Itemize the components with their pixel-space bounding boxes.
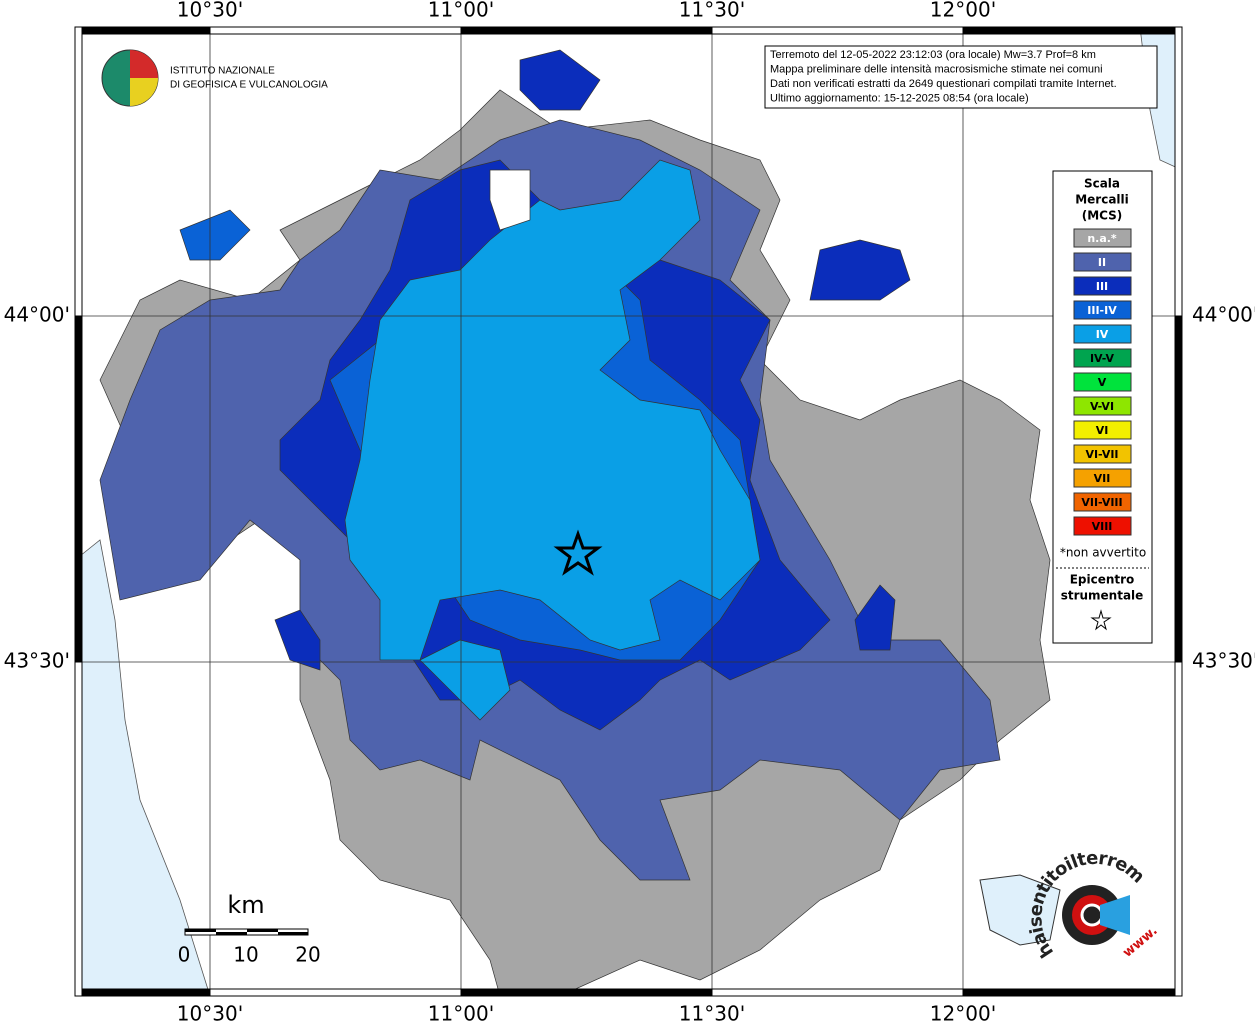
legend-title: (MCS) [1082,209,1123,223]
lon-label: 11°30' [679,1002,745,1024]
frame-band [209,26,462,35]
region-iv [344,159,761,661]
region-iv [419,639,511,721]
region-iii-iv [179,209,251,261]
lon-label: 10°30' [177,0,243,22]
badge-speaker [1100,895,1130,935]
legend-swatch [1073,516,1132,536]
frame-band [711,26,964,35]
region-iii [854,584,896,651]
ingv-logo-part [130,50,158,78]
legend-label: III [1096,280,1108,293]
scale-unit: km [227,891,264,919]
legend-label: IV-V [1090,352,1115,365]
frame-band [74,315,83,663]
legend-label: IV [1096,328,1109,341]
lon-label: 11°00' [428,1002,494,1024]
legend-label: VIII [1092,520,1113,533]
frame-band [460,26,713,35]
lon-label: 11°30' [679,0,745,22]
legend-label: V [1098,376,1107,389]
legend-label: n.a.* [1087,232,1117,245]
legend-swatch [1073,372,1132,392]
badge-island [979,874,1061,946]
legend-label: VI-VII [1085,448,1118,461]
frame-band [74,26,211,35]
scale-label: 10 [233,943,258,967]
lon-label: 12°00' [930,0,996,22]
legend-note: *non avvertito [1060,546,1146,560]
frame-band [1174,315,1183,663]
scale-bar-seg [216,932,247,935]
lat-label: 43°30' [1192,649,1255,673]
lat-label: 43°30' [4,649,70,673]
frame-band [74,661,83,997]
legend-label: VII [1094,472,1111,485]
region-iii [519,49,601,111]
legend-label: VII-VIII [1081,496,1122,509]
scale-bar-seg [247,929,278,932]
frame-band [711,988,964,997]
region-iii [809,239,911,301]
info-line: Ultimo aggiornamento: 15-12-2025 08:54 (… [770,92,1029,104]
legend-epicenter: Epicentro [1070,573,1135,587]
frame-band [74,988,211,997]
frame-band [962,988,1183,997]
legend-swatch [1073,276,1132,296]
info-line: Mappa preliminare delle intensità macros… [770,63,1103,75]
epicenter-star [553,529,603,576]
legend-swatch [1073,444,1132,464]
frame-bands [74,26,1183,997]
legend-title: Scala [1084,177,1120,191]
frame-band [74,26,83,317]
scale-label: 0 [178,943,191,967]
legend-swatch [1073,420,1132,440]
scale-bar-seg [185,929,216,932]
frame-band [1174,661,1183,997]
badge-core [1080,903,1104,927]
legend-star [1090,609,1112,631]
info-box [764,45,1158,109]
lon-label: 10°30' [177,1002,243,1024]
frame-band [1174,26,1183,317]
legend-label: II [1098,256,1106,269]
scale-label: 20 [295,943,320,967]
legend-swatch [1073,324,1132,344]
legend-swatch [1073,348,1132,368]
ingv-logo-part [130,78,158,106]
legend-swatch [1073,228,1132,248]
legend-swatch [1073,396,1132,416]
lon-label: 12°00' [930,1002,996,1024]
legend-label: VI [1096,424,1109,437]
legend-swatch [1073,252,1132,272]
frame-band [962,26,1183,35]
region-iii [274,609,321,671]
graticule [75,27,1182,996]
info-lines: Terremoto del 12-05-2022 23:12:03 (ora l… [770,49,1117,105]
legend-title: Mercalli [1075,193,1129,207]
lat-label: 44°00' [1192,303,1255,327]
legend-label: V-VI [1090,400,1114,413]
logo-text: ISTITUTO NAZIONALE [170,66,275,77]
frame-band [460,988,713,997]
legend: ScalaMercalli(MCS)n.a.*IIIIIIII-IVIVIV-V… [1060,177,1146,603]
frame-band [209,988,462,997]
legend-swatch [1073,468,1132,488]
legend-epicenter: strumentale [1061,589,1144,603]
region-blank [489,169,531,231]
legend-label: III-IV [1087,304,1117,317]
legend-swatch [1073,300,1132,320]
legend-swatch [1073,492,1132,512]
lat-label: 44°00' [4,303,70,327]
info-line: Terremoto del 12-05-2022 23:12:03 (ora l… [770,49,1096,61]
lon-label: 11°00' [428,0,494,22]
logo-text: DI GEOFISICA E VULCANOLOGIA [170,80,328,91]
scale-bar-seg [278,932,308,935]
info-line: Dati non verificati estratti da 2649 que… [770,78,1117,90]
